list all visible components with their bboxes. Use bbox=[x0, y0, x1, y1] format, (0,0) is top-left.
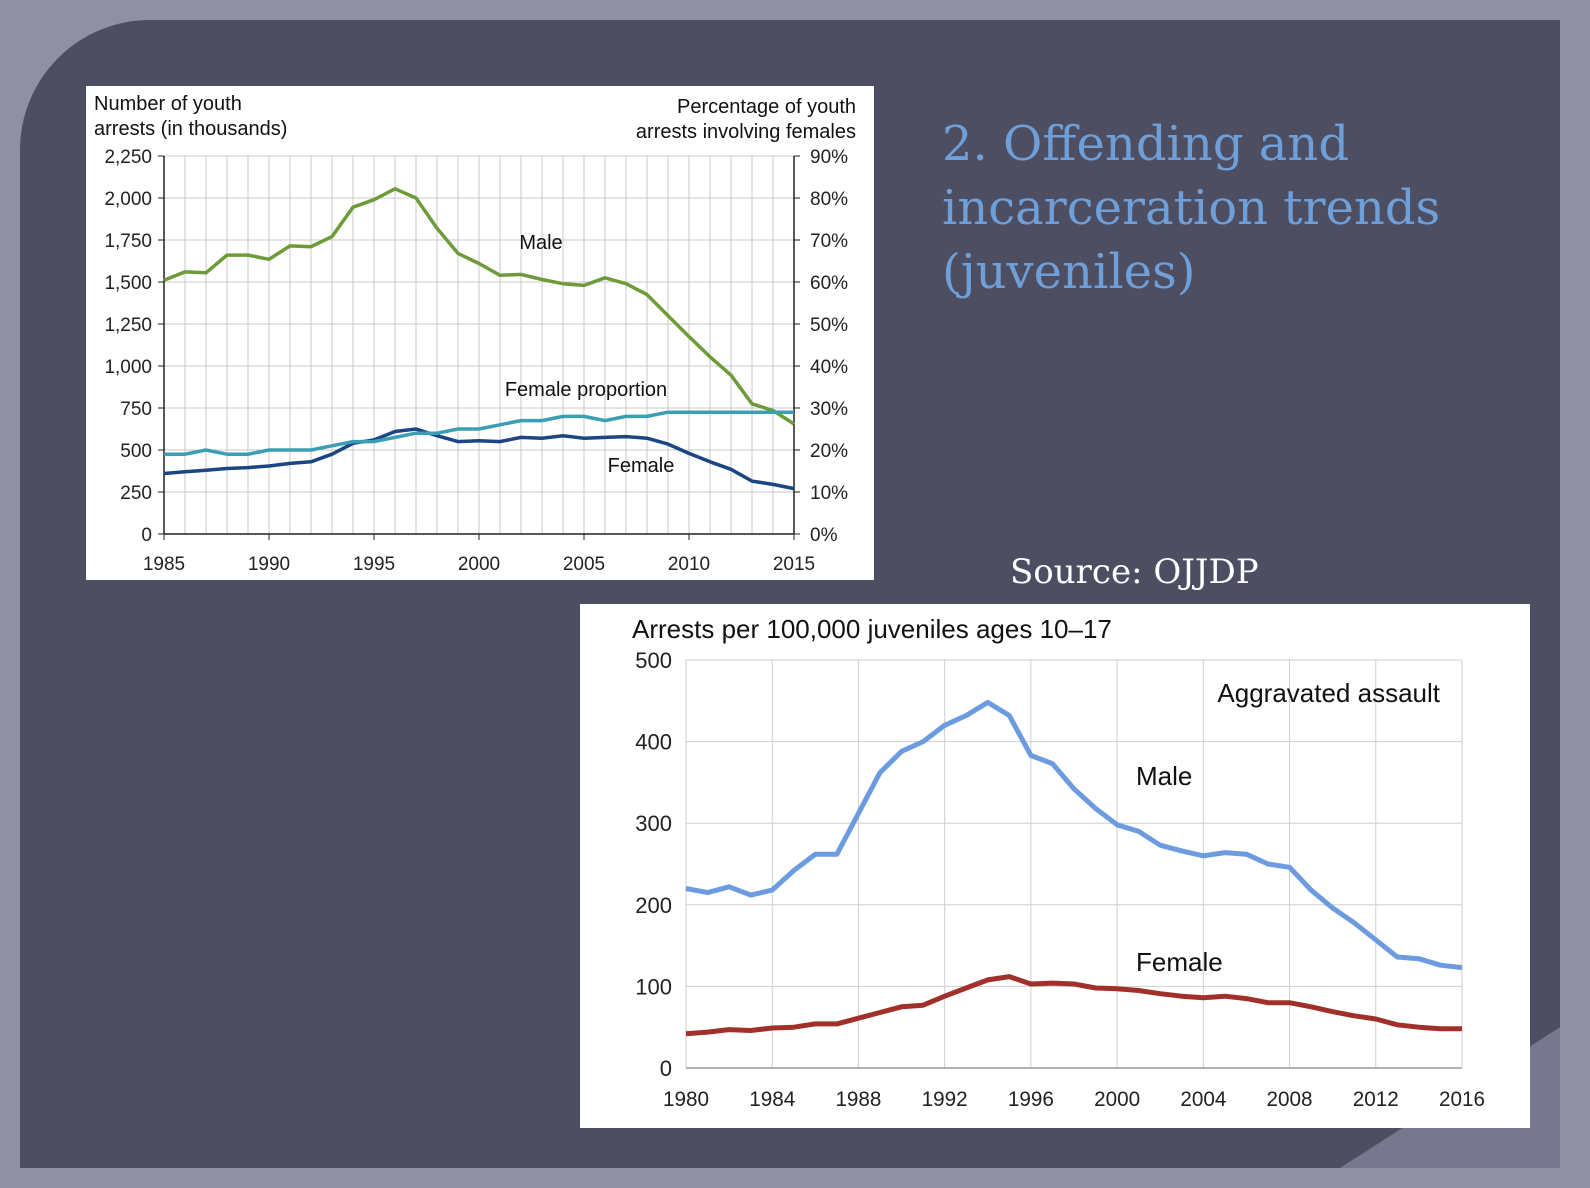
slide-title: 2. Offending and incarceration trends (j… bbox=[942, 116, 1441, 300]
right-axis-title: arrests involving females bbox=[636, 121, 856, 143]
y-tick-label: 500 bbox=[635, 648, 672, 673]
y-tick-label: 200 bbox=[635, 893, 672, 918]
x-tick-label: 1995 bbox=[353, 554, 395, 575]
x-tick-label: 2005 bbox=[563, 554, 605, 575]
y2-tick-label: 10% bbox=[810, 483, 848, 504]
y-tick-label: 400 bbox=[635, 730, 672, 755]
y-tick-label: 300 bbox=[635, 811, 672, 836]
y-tick-label: 0 bbox=[141, 525, 152, 546]
y2-tick-label: 0% bbox=[810, 525, 838, 546]
y-tick-label: 2,000 bbox=[104, 189, 152, 210]
x-tick-label: 2016 bbox=[1439, 1088, 1485, 1111]
y-tick-label: 750 bbox=[120, 399, 152, 420]
x-tick-label: 2004 bbox=[1180, 1088, 1226, 1111]
x-tick-label: 2000 bbox=[458, 554, 500, 575]
x-tick-label: 2012 bbox=[1353, 1088, 1399, 1111]
x-tick-label: 2008 bbox=[1267, 1088, 1313, 1111]
y2-tick-label: 90% bbox=[810, 147, 848, 168]
x-tick-label: 1996 bbox=[1008, 1088, 1054, 1111]
y2-tick-label: 40% bbox=[810, 357, 848, 378]
series-label-female: Female bbox=[1136, 947, 1223, 977]
y-tick-label: 1,500 bbox=[104, 273, 152, 294]
y2-tick-label: 30% bbox=[810, 399, 848, 420]
y-tick-label: 1,000 bbox=[104, 357, 152, 378]
right-axis-title: Percentage of youth bbox=[677, 96, 856, 118]
series-line-male bbox=[685, 699, 1463, 971]
chart-annotation: Aggravated assault bbox=[1217, 678, 1440, 708]
youth-arrests-chart-svg: 0 250 500 750 1,000 1,250 1,500 1,750 2,000 2,250… bbox=[94, 93, 856, 575]
y-tick-label: 500 bbox=[120, 441, 152, 462]
chart-title: Arrests per 100,000 juveniles ages 10–17 bbox=[632, 614, 1112, 644]
x-tick-label: 2015 bbox=[773, 554, 815, 575]
left-axis-title: Number of youth bbox=[94, 93, 242, 115]
x-tick-label: 1988 bbox=[835, 1088, 881, 1111]
x-tick-label: 1980 bbox=[663, 1088, 709, 1111]
x-tick-label: 1985 bbox=[143, 554, 185, 575]
y-tick-label: 0 bbox=[660, 1056, 672, 1081]
y2-tick-label: 80% bbox=[810, 189, 848, 210]
series-line-female bbox=[685, 974, 1462, 1037]
y2-tick-label: 50% bbox=[810, 315, 848, 336]
series-label-female-proportion: Female proportion bbox=[505, 379, 667, 401]
y2-tick-label: 20% bbox=[810, 441, 848, 462]
y-tick-label: 2,250 bbox=[104, 147, 152, 168]
y-tick-label: 1,250 bbox=[104, 315, 152, 336]
series-label-male: Male bbox=[519, 232, 562, 254]
aggravated-assault-chart: 1980 1984 1988 1992 1996 2000 2004 2008 2012 2016… bbox=[580, 604, 1530, 1128]
x-tick-label: 2000 bbox=[1094, 1088, 1140, 1111]
series-label-female: Female bbox=[608, 455, 675, 477]
y-tick-label: 100 bbox=[635, 974, 672, 999]
left-axis-title: arrests (in thousands) bbox=[94, 118, 287, 140]
x-tick-label: 1984 bbox=[749, 1088, 795, 1111]
x-tick-label: 1992 bbox=[922, 1088, 968, 1111]
y-tick-label: 250 bbox=[120, 483, 152, 504]
aggravated-assault-chart-svg: 1980 1984 1988 1992 1996 2000 2004 2008 2012 2016… bbox=[632, 614, 1485, 1111]
x-tick-label: 1990 bbox=[248, 554, 290, 575]
x-tick-label: 2010 bbox=[668, 554, 710, 575]
youth-arrests-chart: 0 250 500 750 1,000 1,250 1,500 1,750 2,000 2,250… bbox=[86, 86, 874, 580]
source-text: Source: OJJDP bbox=[1010, 552, 1259, 592]
y2-tick-label: 60% bbox=[810, 273, 848, 294]
y-tick-label: 1,750 bbox=[104, 231, 152, 252]
series-label-male: Male bbox=[1136, 761, 1192, 791]
y2-tick-label: 70% bbox=[810, 231, 848, 252]
